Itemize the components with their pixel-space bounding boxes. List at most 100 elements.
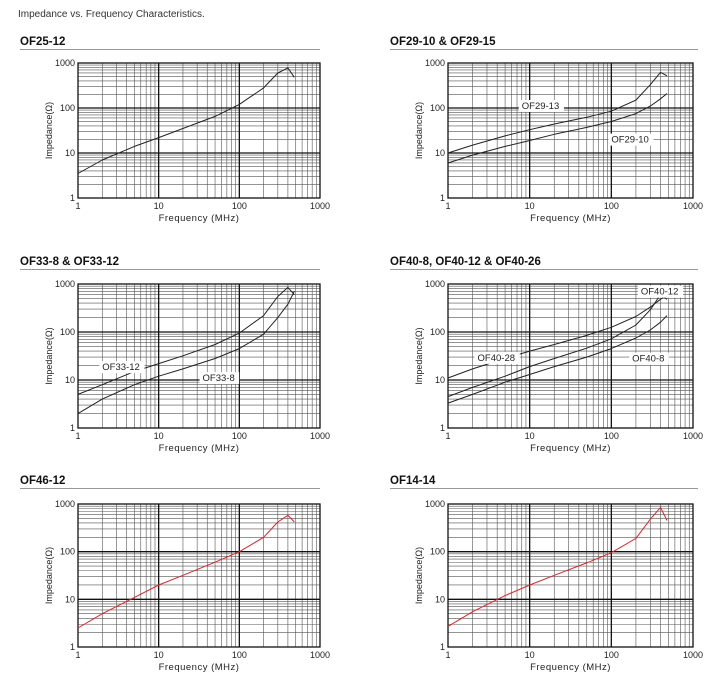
y-tick-label: 10 — [65, 594, 75, 604]
y-tick-label: 1000 — [55, 279, 75, 289]
x-tick-label: 10 — [154, 650, 164, 660]
y-tick-label: 1 — [440, 423, 445, 433]
plot-frame — [77, 62, 321, 199]
y-tick-label: 1 — [440, 193, 445, 203]
x-tick-label: 1 — [75, 431, 80, 441]
title-divider — [20, 49, 320, 50]
impedance-plot: 11 10 10 100 100 1000 1000 Frequency (MHz) Imped… — [414, 58, 703, 224]
annotation-bg — [637, 285, 684, 298]
x-tick-label: 100 — [232, 650, 247, 660]
plot-frame — [77, 503, 321, 648]
x-tick-label: 100 — [232, 201, 247, 211]
y-tick-label: 1000 — [55, 499, 75, 509]
series-line — [77, 291, 295, 415]
x-axis-label: Frequency (MHz) — [530, 662, 611, 673]
y-tick-label: 1 — [70, 193, 75, 203]
y-axis-label: Impedance(Ω) — [414, 327, 424, 384]
y-tick-label: 1 — [70, 642, 75, 652]
x-axis-label: Frequency (MHz) — [530, 443, 611, 454]
series-line — [447, 294, 668, 398]
x-tick-label: 1 — [445, 431, 450, 441]
y-axis-label: Impedance(Ω) — [414, 547, 424, 604]
plot-frame — [77, 283, 321, 429]
series-line — [447, 315, 668, 404]
series-line — [77, 286, 295, 395]
y-tick-label: 1000 — [425, 279, 445, 289]
y-tick-label: 100 — [60, 103, 75, 113]
series-line — [447, 93, 668, 164]
x-tick-label: 1000 — [310, 431, 330, 441]
x-tick-label: 1000 — [310, 650, 330, 660]
impedance-plot: 11 10 10 100 100 1000 1000 Frequency (MHz) Imped… — [414, 279, 703, 454]
y-tick-label: 10 — [65, 148, 75, 158]
series-annotation: OF40-12 — [641, 287, 679, 298]
series-annotation: OF33-8 — [203, 373, 235, 384]
annotation-bg — [518, 100, 564, 113]
x-tick-label: 1 — [75, 650, 80, 660]
y-tick-label: 1000 — [425, 499, 445, 509]
impedance-plot: 11 10 10 100 100 1000 1000 Frequency (MHz) Imped… — [44, 499, 330, 673]
impedance-plot: 11 10 10 100 100 1000 1000 Frequency (MHz) Imped… — [44, 58, 330, 224]
impedance-plot: 11 10 10 100 100 1000 1000 Frequency (MHz) Imped… — [44, 279, 330, 454]
x-tick-label: 100 — [604, 650, 619, 660]
y-tick-label: 10 — [435, 148, 445, 158]
x-tick-label: 1000 — [683, 431, 703, 441]
y-tick-label: 100 — [60, 327, 75, 337]
page-title: Impedance vs. Frequency Characteristics. — [18, 9, 205, 20]
title-divider — [390, 488, 698, 489]
x-axis-label: Frequency (MHz) — [159, 443, 240, 454]
series-line — [77, 67, 295, 174]
y-tick-label: 1 — [70, 423, 75, 433]
x-tick-label: 1 — [445, 650, 450, 660]
x-tick-label: 10 — [154, 201, 164, 211]
x-tick-label: 100 — [604, 201, 619, 211]
grid — [448, 63, 693, 198]
x-tick-label: 1 — [75, 201, 80, 211]
annotation-bg — [629, 352, 669, 365]
x-tick-label: 10 — [525, 431, 535, 441]
chart-title: OF14-14 — [390, 475, 436, 487]
y-tick-label: 1000 — [425, 58, 445, 68]
chart-title: OF40-8, OF40-12 & OF40-26 — [390, 256, 541, 268]
chart-title: OF25-12 — [20, 36, 66, 48]
series-annotation: OF29-13 — [522, 101, 560, 112]
series-line — [447, 506, 668, 627]
title-divider — [20, 269, 320, 270]
x-axis-label: Frequency (MHz) — [159, 662, 240, 673]
annotation-bg — [474, 351, 520, 364]
series-line — [77, 514, 295, 629]
y-axis-label: Impedance(Ω) — [414, 102, 424, 159]
y-tick-label: 100 — [60, 547, 75, 557]
series-line — [447, 71, 668, 154]
grid — [78, 504, 320, 647]
y-axis-label: Impedance(Ω) — [44, 102, 54, 159]
y-tick-label: 100 — [430, 327, 445, 337]
annotation-bg — [199, 372, 240, 385]
x-tick-label: 10 — [525, 201, 535, 211]
x-tick-label: 1000 — [683, 201, 703, 211]
plot-frame — [447, 503, 694, 648]
x-tick-label: 1000 — [683, 650, 703, 660]
chart-title: OF33-8 & OF33-12 — [20, 256, 120, 268]
grid — [78, 63, 320, 198]
grid — [448, 504, 693, 647]
title-divider — [390, 269, 698, 270]
x-axis-label: Frequency (MHz) — [159, 213, 240, 224]
title-divider — [20, 488, 320, 489]
y-tick-label: 100 — [430, 103, 445, 113]
grid — [78, 284, 320, 428]
series-annotation: OF33-12 — [102, 362, 139, 373]
impedance-plot: 11 10 10 100 100 1000 1000 Frequency (MHz) Imped… — [414, 499, 703, 673]
chart-title: OF46-12 — [20, 475, 66, 487]
annotation-bg — [99, 361, 145, 374]
x-tick-label: 10 — [525, 650, 535, 660]
x-tick-label: 10 — [154, 431, 164, 441]
annotation-bg — [608, 133, 654, 146]
chart-title: OF29-10 & OF29-15 — [390, 36, 496, 48]
y-axis-label: Impedance(Ω) — [44, 327, 54, 384]
y-tick-label: 100 — [430, 547, 445, 557]
series-annotation: OF40-8 — [632, 354, 664, 365]
x-tick-label: 100 — [232, 431, 247, 441]
y-axis-label: Impedance(Ω) — [44, 547, 54, 604]
y-tick-label: 1000 — [55, 58, 75, 68]
